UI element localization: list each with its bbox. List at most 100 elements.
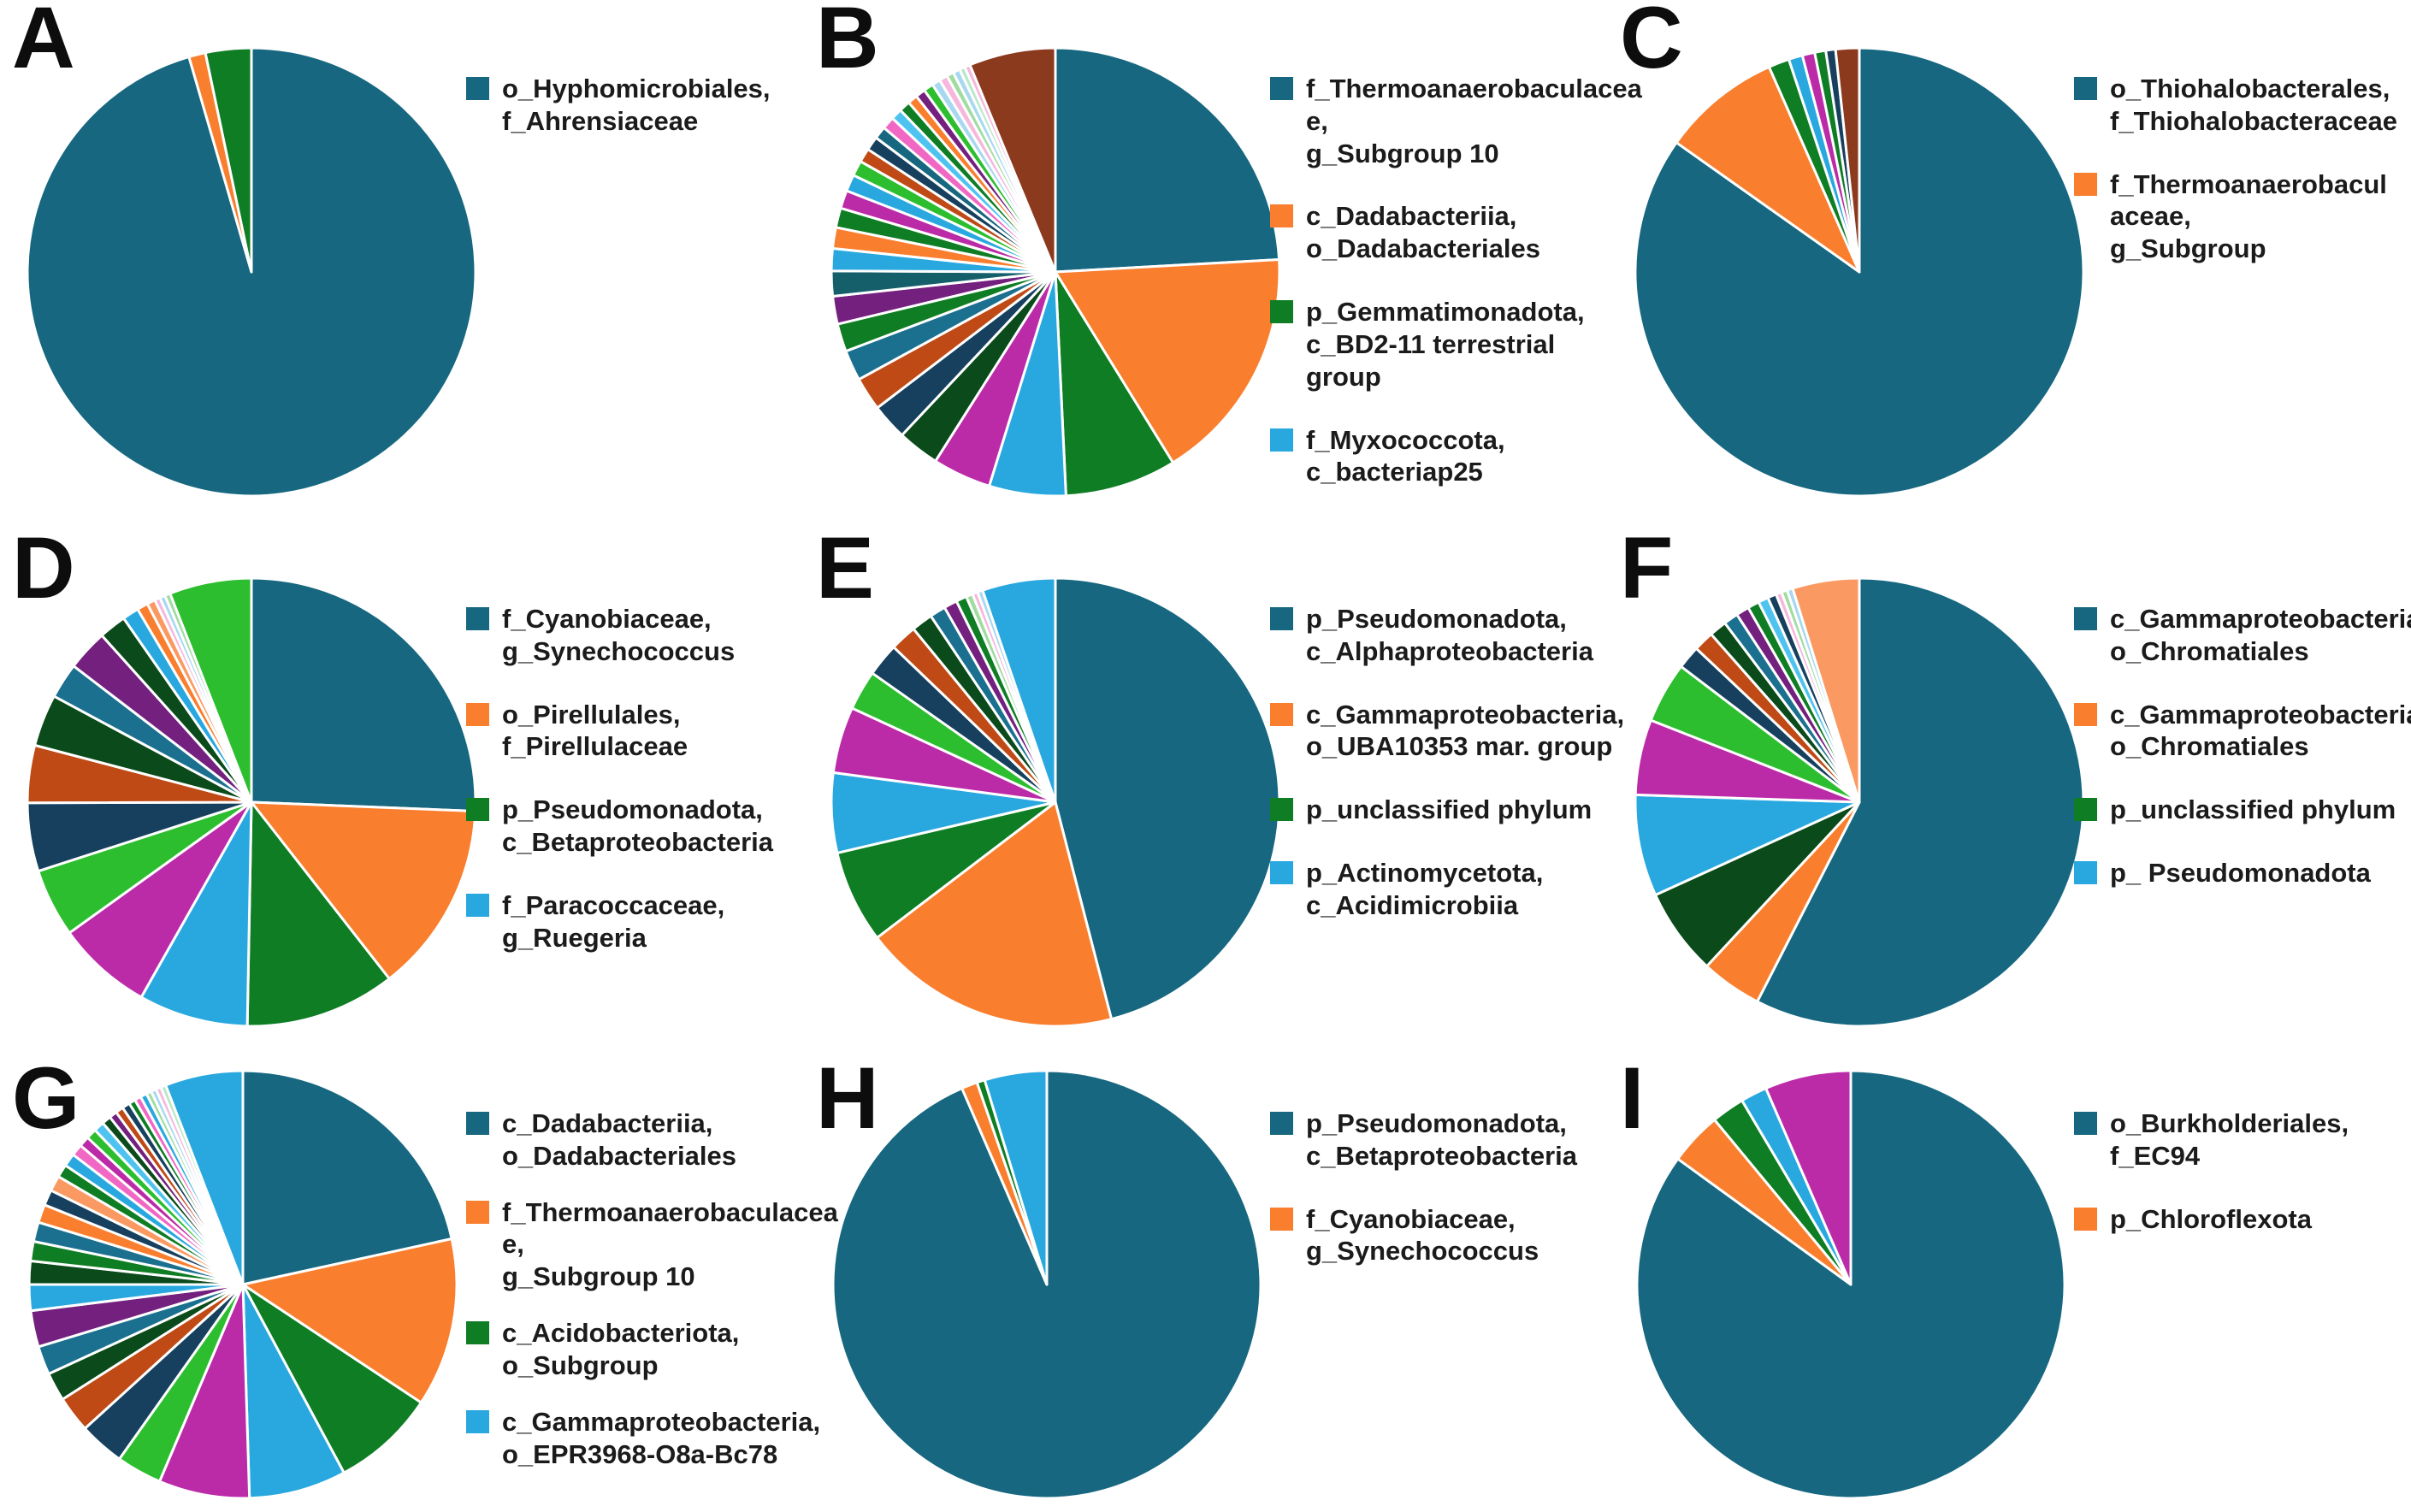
pie-slice-g-0 — [241, 1069, 453, 1286]
pie-slice-e-0 — [1054, 576, 1281, 1021]
pie-slice-e-1 — [875, 800, 1114, 1028]
legend-swatch-icon — [2074, 172, 2097, 196]
legend-c: o_Thiohalobacterales, f_Thiohalobacterac… — [2074, 73, 2409, 296]
legend-label: c_Dadabacteriia, o_Dadabacteriales — [502, 1108, 736, 1171]
legend-swatch-icon — [466, 1200, 489, 1224]
pie-slice-c-0 — [1634, 46, 2085, 498]
legend-swatch-icon — [466, 702, 489, 726]
legend-swatch-icon — [2074, 861, 2097, 885]
legend-label: o_Pirellulales, f_Pirellulaceae — [502, 699, 688, 762]
pie-slice-g-1 — [241, 1237, 458, 1404]
legend-swatch-icon — [2074, 77, 2097, 100]
legend-label: c_Gammaproteobacteria, o_EPR3968-O8a-Bc7… — [502, 1406, 821, 1469]
legend-swatch-icon — [2074, 702, 2097, 726]
legend-swatch-icon — [1270, 798, 1293, 822]
legend-item: c_Gammaproteobacteria, o_Chromatiales — [2074, 699, 2411, 764]
pie-chart-d — [26, 576, 477, 1028]
panel-letter-e: E — [816, 519, 874, 617]
legend-a: o_Hyphomicrobiales, f_Ahrensiaceae — [466, 73, 801, 168]
legend-d: f_Cyanobiaceae, g_Synechococcus o_Pirellu… — [466, 603, 801, 985]
legend-item: f_Cyanobiaceae, g_Synechococcus — [466, 603, 801, 668]
legend-label: p_Pseudomonadota, c_Betaproteobacteria — [1306, 1108, 1578, 1171]
legend-b: f_Thermoanaerobaculacea e, g_Subgroup 10… — [1270, 73, 1642, 519]
legend-f: c_Gammaproteobacteria, o_Chromatiales c_G… — [2074, 603, 2411, 920]
legend-label: p_Pseudomonadota, c_Alphaproteobacteria — [1306, 604, 1593, 666]
legend-label: o_Burkholderiales, f_EC94 — [2110, 1108, 2349, 1171]
pie-slice-i-4 — [1764, 1069, 1853, 1286]
legend-item: p_unclassified phylum — [2074, 794, 2409, 826]
panel-letter-d: D — [12, 519, 75, 617]
legend-label: p_unclassified phylum — [2110, 794, 2396, 825]
legend-label: p_Gemmatimonadota, c_BD2-11 terrestrial … — [1306, 297, 1585, 392]
legend-item: f_Thermoanaerobacul aceae, g_Subgroup — [2074, 168, 2409, 265]
legend-item: p_ Pseudomonadota — [2074, 857, 2409, 889]
legend-swatch-icon — [2074, 607, 2097, 630]
pie-slice-b-1 — [1054, 258, 1281, 464]
pie-slice-d-1 — [250, 800, 477, 980]
legend-label: p_ Pseudomonadota — [2110, 858, 2371, 889]
pie-slice-g-35 — [164, 1069, 245, 1286]
pie-slice-g-4 — [158, 1283, 251, 1500]
legend-h: p_Pseudomonadota, c_Betaproteobacteria f_… — [1270, 1107, 1605, 1298]
pie-chart-c — [1634, 46, 2085, 498]
legend-label: c_Gammaproteobacteria, o_UBA10353 mar. g… — [1306, 699, 1625, 762]
pie-slice-b-2 — [1054, 270, 1175, 498]
legend-swatch-icon — [466, 1409, 489, 1433]
pie-chart-i — [1635, 1069, 2066, 1500]
legend-label: f_Thermoanaerobaculacea e, g_Subgroup 10 — [502, 1196, 838, 1292]
pie-slice-d-0 — [250, 576, 477, 813]
pie-slice-b-33 — [968, 46, 1057, 274]
legend-swatch-icon — [466, 893, 489, 917]
pie-slice-g-2 — [241, 1283, 423, 1474]
panel-letter-f: F — [1620, 519, 1673, 617]
legend-item: p_Gemmatimonadota, c_BD2-11 terrestrial … — [1270, 296, 1605, 393]
pie-chart-g — [27, 1069, 458, 1500]
legend-label: f_Thermoanaerobaculacea e, g_Subgroup 10 — [1306, 74, 1642, 168]
pie-chart-e — [830, 576, 1281, 1028]
legend-swatch-icon — [1270, 204, 1293, 228]
pie-chart-a — [26, 46, 477, 498]
legend-swatch-icon — [466, 1112, 489, 1135]
legend-label: p_unclassified phylum — [1306, 794, 1593, 825]
legend-label: o_Thiohalobacterales, f_Thiohalobacterac… — [2110, 74, 2397, 136]
legend-label: f_Myxococcota, c_bacteriap25 — [1306, 424, 1505, 487]
legend-label: c_Gammaproteobacteria, o_Chromatiales — [2110, 604, 2411, 666]
legend-label: f_Paracoccaceae, g_Ruegeria — [502, 889, 725, 953]
panel-letter-i: I — [1620, 1049, 1644, 1147]
pie-slice-e-15 — [981, 576, 1057, 804]
legend-item: c_Dadabacteriia, o_Dadabacteriales — [466, 1107, 801, 1172]
pie-slice-c-7 — [1834, 46, 1861, 274]
pie-slice-e-2 — [836, 800, 1057, 940]
legend-item: o_Pirellulales, f_Pirellulaceae — [466, 699, 801, 764]
legend-label: c_Gammaproteobacteria, o_Chromatiales — [2110, 699, 2411, 762]
pie-slice-c-1 — [1675, 65, 1861, 274]
legend-swatch-icon — [466, 798, 489, 822]
pie-slice-d-18 — [168, 576, 253, 804]
legend-swatch-icon — [1270, 300, 1293, 324]
pie-slice-h-3 — [983, 1069, 1049, 1286]
legend-label: p_Chloroflexota — [2110, 1203, 2312, 1234]
legend-item: o_Thiohalobacterales, f_Thiohalobacterac… — [2074, 73, 2409, 138]
legend-item: p_unclassified phylum — [1270, 794, 1605, 826]
legend-swatch-icon — [466, 77, 489, 100]
panel-letter-h: H — [816, 1049, 879, 1147]
legend-item: o_Hyphomicrobiales, f_Ahrensiaceae — [466, 73, 801, 138]
pie-chart-b — [830, 46, 1281, 498]
legend-label: c_Dadabacteriia, o_Dadabacteriales — [1306, 201, 1540, 264]
legend-item: p_Pseudomonadota, c_Betaproteobacteria — [1270, 1107, 1605, 1172]
legend-item: c_Gammaproteobacteria, o_UBA10353 mar. g… — [1270, 699, 1624, 764]
legend-i: o_Burkholderiales, f_EC94 p_Chloroflexota — [2074, 1107, 2409, 1266]
pie-slice-d-4 — [68, 800, 253, 999]
pie-slice-a-2 — [204, 46, 253, 274]
legend-swatch-icon — [466, 1321, 489, 1345]
legend-item: p_Chloroflexota — [2074, 1203, 2409, 1236]
legend-label: c_Acidobacteriota, o_Subgroup — [502, 1318, 740, 1380]
